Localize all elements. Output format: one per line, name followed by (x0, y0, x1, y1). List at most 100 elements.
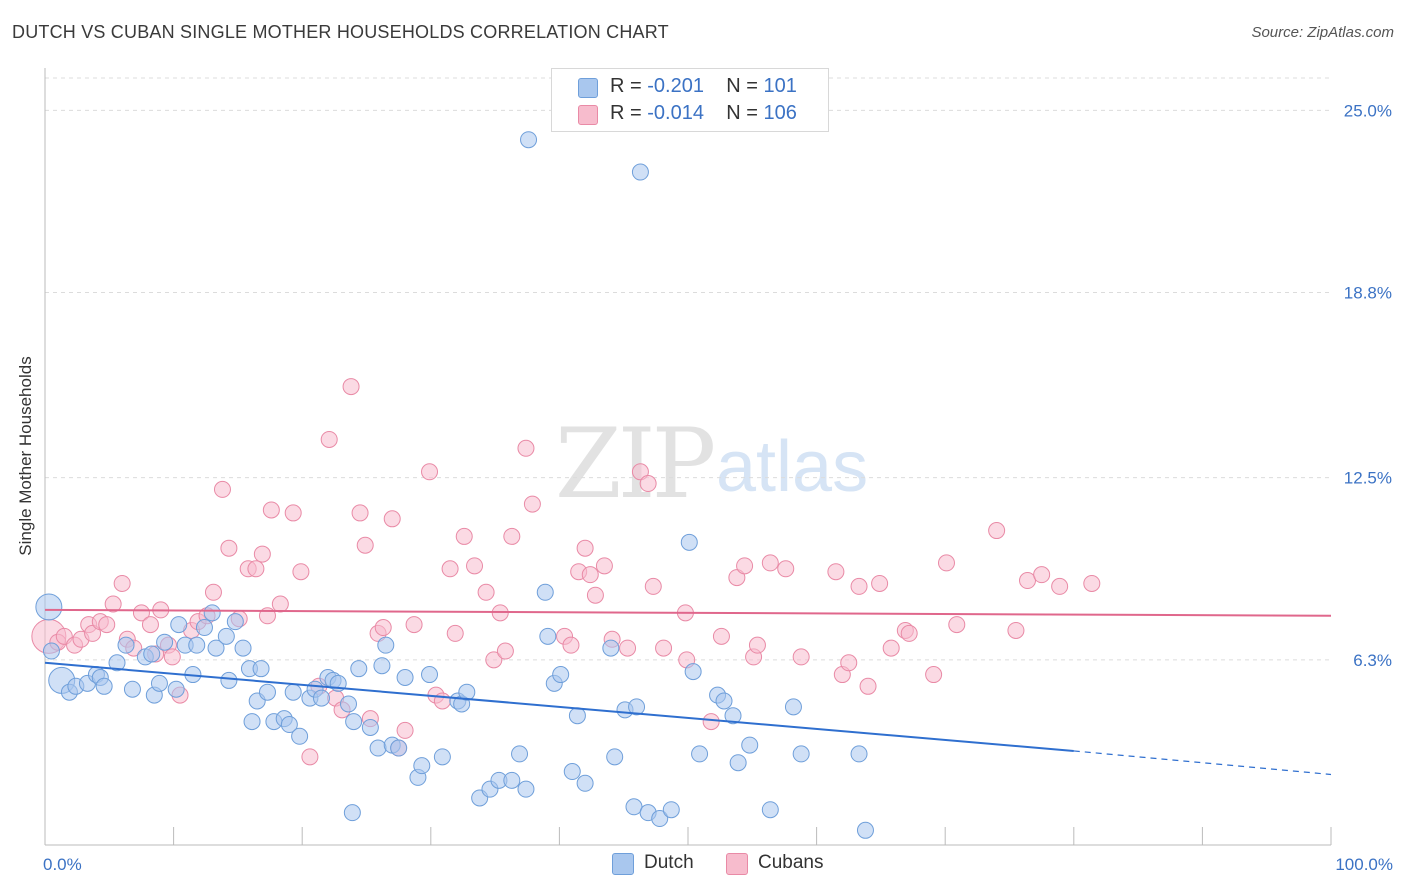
dutch-point (536, 583, 554, 601)
cuban-point (405, 616, 423, 634)
cuban-point (292, 563, 310, 581)
dutch-legend-swatch (612, 853, 634, 875)
cuban-point (1083, 574, 1101, 592)
chart-title: DUTCH VS CUBAN SINGLE MOTHER HOUSEHOLDS … (12, 22, 669, 42)
cuban-point (396, 721, 414, 739)
y-axis-title-wrap: Single Mother Households (16, 350, 40, 590)
cuban-point (619, 639, 637, 657)
cuban-point (132, 604, 150, 622)
y-axis-title: Single Mother Households (16, 356, 35, 556)
y-tick-label: 6.3% (1353, 651, 1392, 670)
cuban-point (253, 545, 271, 563)
cuban-point (342, 378, 360, 396)
dutch-point (373, 657, 391, 675)
y-tick-label: 25.0% (1344, 101, 1392, 120)
r-label: R = (610, 75, 648, 97)
cuban-point (595, 557, 613, 575)
dutch-point (343, 804, 361, 822)
cuban-point (840, 654, 858, 672)
watermark-atlas: atlas (716, 427, 869, 507)
dutch-point (150, 674, 168, 692)
dutch-point (377, 636, 395, 654)
dutch-point (203, 604, 221, 622)
dutch-point (217, 627, 235, 645)
dutch-point (458, 683, 476, 701)
dutch-point (691, 745, 709, 763)
cuban-point (777, 560, 795, 578)
cuban-point (728, 569, 746, 587)
dutch-point (761, 801, 779, 819)
cuban-point (503, 527, 521, 545)
watermark-zip: ZIP (555, 408, 716, 520)
cubans-legend-swatch (726, 853, 748, 875)
cuban-point (141, 616, 159, 634)
cuban-point (356, 536, 374, 554)
dutch-point (108, 654, 126, 672)
cuban-point (655, 639, 673, 657)
cuban-point (937, 554, 955, 572)
dutch-point (195, 619, 213, 637)
dutch-point (552, 666, 570, 684)
cuban-point (523, 495, 541, 513)
gridlines (45, 77, 1331, 661)
dutch-point (784, 698, 802, 716)
dutch-point (35, 593, 63, 621)
dutch-point (361, 718, 379, 736)
tick-labels: 6.3% 12.5% 18.8% 25.0% 0.0% 100.0% (43, 101, 1393, 874)
dutch-point (563, 763, 581, 781)
n-value: 106 (763, 102, 797, 124)
dutch-point (856, 821, 874, 839)
dutch-point (95, 677, 113, 695)
cuban-point (702, 713, 720, 731)
n-label: N = (726, 75, 764, 97)
cuban-point (455, 527, 473, 545)
cuban-point (204, 583, 222, 601)
dutch-point (850, 745, 868, 763)
cuban-point (485, 651, 503, 669)
dutch-point (339, 695, 357, 713)
n-value: 101 (763, 75, 797, 97)
cuban-point (247, 560, 265, 578)
cuban-point (850, 577, 868, 595)
cuban-point (859, 677, 877, 695)
dutch-point (226, 613, 244, 631)
dutch-point (167, 680, 185, 698)
dutch-point (280, 716, 298, 734)
dutch-point (724, 707, 742, 725)
dutch-point (520, 131, 538, 149)
cuban-points (31, 378, 1101, 766)
dutch-legend-label: Dutch (644, 852, 694, 873)
r-value: -0.014 (647, 102, 704, 124)
dutch-point (651, 810, 669, 828)
cuban-point (446, 624, 464, 642)
cuban-point (421, 463, 439, 481)
cuban-point (639, 475, 657, 493)
cuban-point (220, 539, 238, 557)
cuban-point (631, 463, 649, 481)
dutch-trend-line (44, 661, 1074, 752)
cuban-point (351, 504, 369, 522)
cuban-point (213, 480, 231, 498)
cuban-point (383, 510, 401, 528)
cuban-point (736, 557, 754, 575)
cuban-point (320, 430, 338, 448)
cuban-point (871, 574, 889, 592)
dutch-point (188, 636, 206, 654)
cuban-point (988, 522, 1006, 540)
cuban-point (925, 666, 943, 684)
cuban-point (84, 624, 102, 642)
dutch-point (602, 639, 620, 657)
dutch-point (576, 774, 594, 792)
dutch-point (396, 668, 414, 686)
cuban-point (882, 639, 900, 657)
cuban-point (477, 583, 495, 601)
dutch-point (170, 616, 188, 634)
cuban-point (1007, 621, 1025, 639)
cuban-point (466, 557, 484, 575)
x-tick-label: 100.0% (1335, 855, 1393, 874)
dutch-point (243, 713, 261, 731)
cuban-point (900, 624, 918, 642)
dutch-point (433, 748, 451, 766)
cuban-point (374, 619, 392, 637)
dutch-point (413, 757, 431, 775)
